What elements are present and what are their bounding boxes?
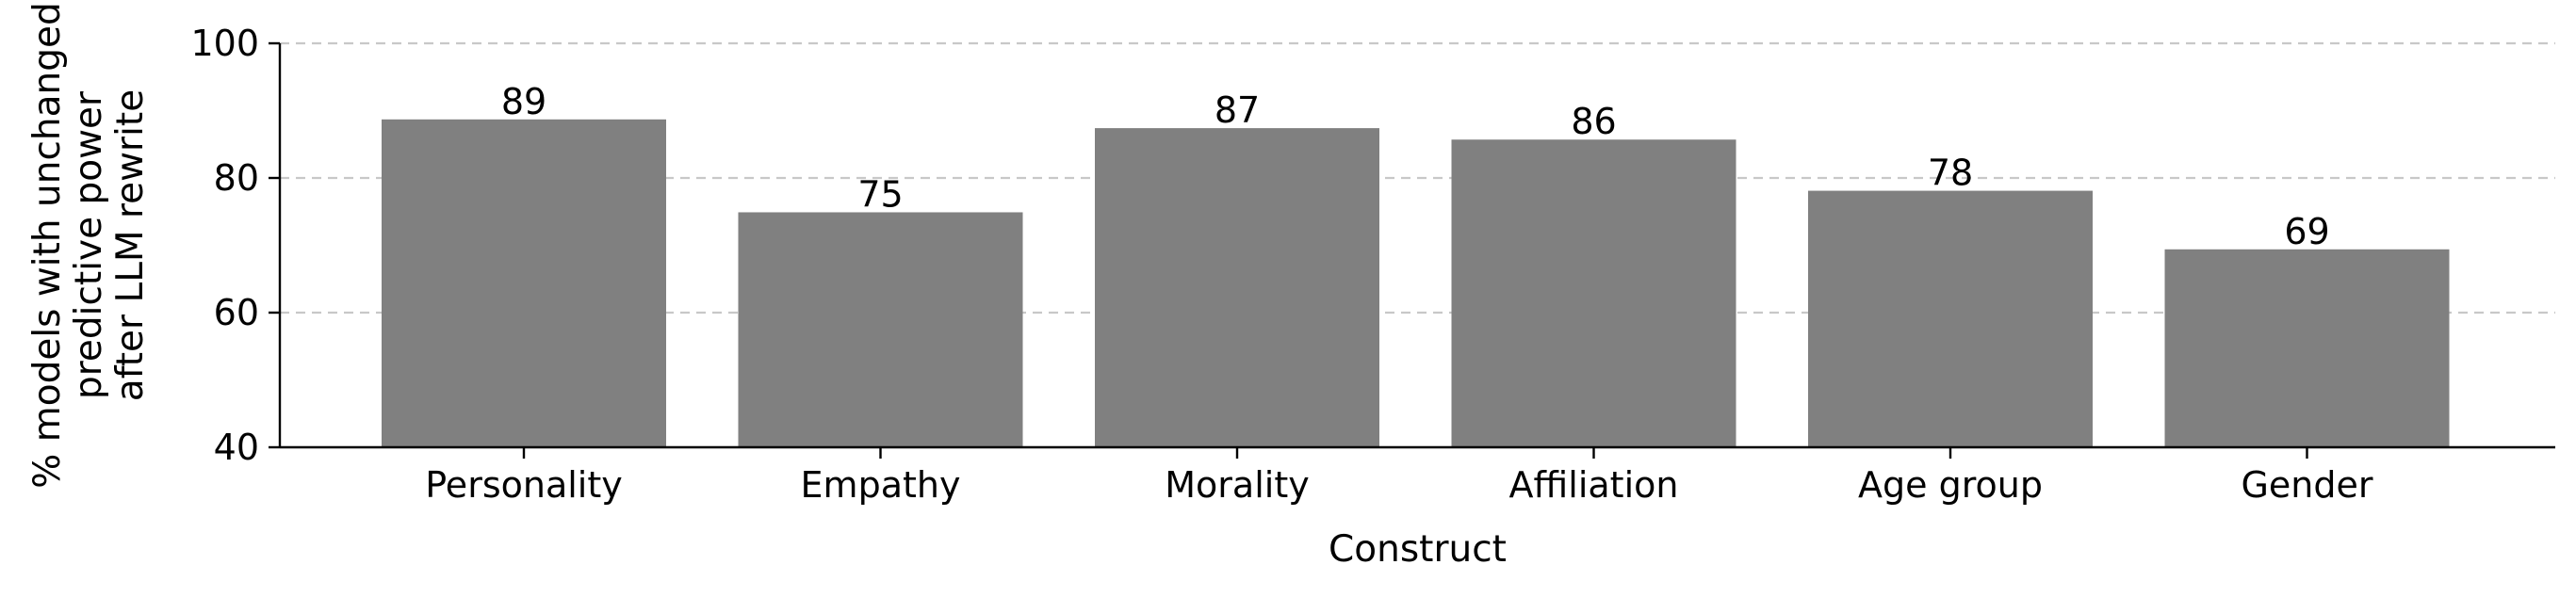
y-axis-title-line: % models with unchanged: [26, 2, 69, 488]
x-tick-label: Affiliation: [1509, 464, 1679, 506]
bars: [382, 119, 2450, 448]
bar: [382, 119, 666, 448]
y-ticks: 40 60 80 100: [190, 23, 280, 468]
y-tick-label: 60: [214, 292, 259, 333]
data-label: 78: [1928, 153, 1973, 194]
y-axis-title-line: predictive power: [68, 90, 110, 399]
data-label: 75: [857, 173, 903, 215]
x-axis-title: Construct: [1329, 528, 1507, 571]
x-ticks: Personality Empathy Morality Affiliation Age…: [425, 447, 2373, 506]
data-labels: 89 75 87 86 78 69: [501, 81, 2330, 252]
bar: [2164, 249, 2450, 447]
y-tick-label: 100: [190, 23, 259, 64]
axes: [278, 43, 2555, 449]
x-tick-label: Gender: [2241, 464, 2372, 506]
bar: [1095, 128, 1379, 447]
bar: [1451, 139, 1736, 447]
bar: [1808, 190, 2093, 447]
x-tick-label: Morality: [1165, 464, 1309, 506]
data-label: 87: [1215, 89, 1260, 131]
x-tick-label: Personality: [425, 464, 622, 506]
bar: [738, 212, 1023, 447]
y-tick-label: 40: [214, 427, 259, 468]
data-label: 69: [2284, 211, 2329, 252]
x-tick-label: Empathy: [801, 464, 961, 506]
data-label: 86: [1571, 101, 1616, 142]
x-tick-label: Age group: [1858, 464, 2043, 506]
y-axis-title: % models with unchangedpredictive powera…: [26, 2, 152, 488]
y-tick-label: 80: [214, 157, 259, 199]
y-axis-title-line: after LLM rewrite: [109, 89, 152, 401]
data-label: 89: [501, 81, 546, 122]
